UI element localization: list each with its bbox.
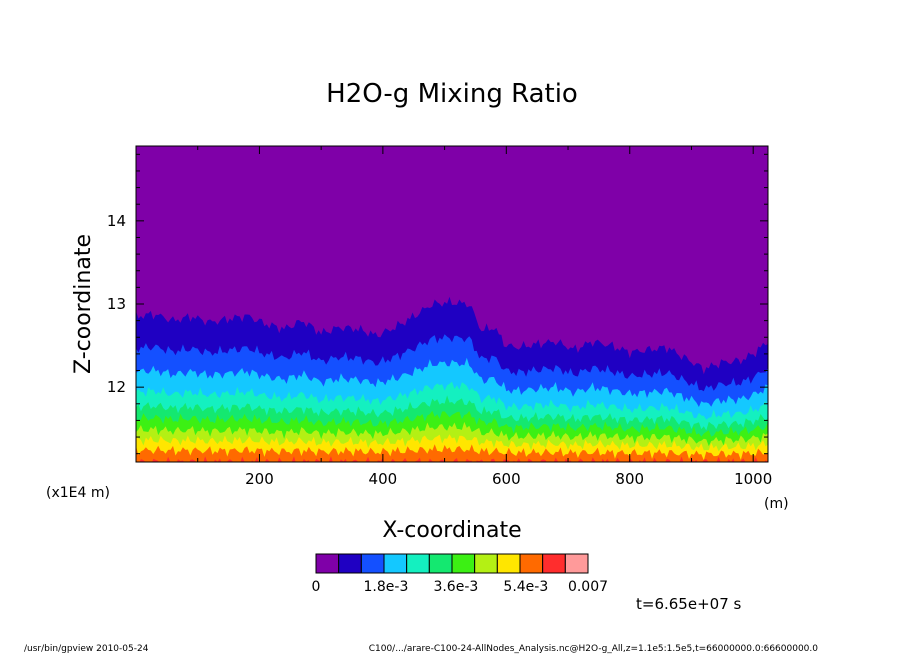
colorbar-swatch: [406, 553, 430, 574]
colorbar-swatch: [451, 553, 476, 574]
colorbar: [315, 553, 589, 574]
colorbar-swatch: [519, 553, 544, 574]
x-tick-label: 400: [369, 470, 398, 488]
x-axis-label: X-coordinate: [382, 518, 521, 543]
colorbar-swatch: [564, 553, 589, 574]
y-axis-label: Z-coordinate: [71, 234, 96, 374]
colorbar-swatch: [383, 553, 408, 574]
y-axis: 12 13 14: [107, 153, 768, 455]
y-tick-label: 13: [107, 295, 126, 313]
colorbar-tick-label: 0.007: [568, 579, 608, 595]
x-axis: 200 400 600 800 1000: [197, 146, 772, 488]
colorbar-tick-label: 1.8e-3: [364, 579, 409, 595]
footer-right: C100/.../arare-C100-24-AllNodes_Analysis…: [369, 644, 819, 654]
colorbar-tick-label: 3.6e-3: [433, 579, 478, 595]
x-unit-label: (m): [764, 496, 789, 512]
time-annotation: t=6.65e+07 s: [636, 595, 742, 613]
colorbar-tick-label: 5.4e-3: [503, 579, 548, 595]
y-tick-label: 14: [107, 212, 126, 230]
colorbar-swatch: [496, 553, 521, 574]
y-tick-label: 12: [107, 378, 126, 396]
colorbar-swatch: [338, 553, 362, 574]
colorbar-swatch: [315, 553, 340, 574]
contour-band-10: [136, 456, 768, 462]
x-tick-label: 1000: [734, 470, 772, 488]
contour-bands: [136, 296, 768, 462]
x-tick-label: 600: [492, 470, 521, 488]
colorbar-tick-label: 0: [312, 579, 321, 595]
colorbar-swatch: [542, 553, 566, 574]
footer-left: /usr/bin/gpview 2010-05-24: [24, 644, 149, 654]
chart-title: H2O-g Mixing Ratio: [326, 79, 578, 109]
colorbar-swatch: [360, 553, 385, 574]
x-tick-label: 800: [615, 470, 644, 488]
y-unit-label: (x1E4 m): [46, 485, 110, 501]
colorbar-ticks: 0 1.8e-3 3.6e-3 5.4e-3 0.007: [312, 579, 609, 595]
colorbar-swatch: [474, 553, 498, 574]
colorbar-swatch: [428, 553, 453, 574]
x-tick-label: 200: [245, 470, 274, 488]
plot-area: [136, 146, 768, 462]
